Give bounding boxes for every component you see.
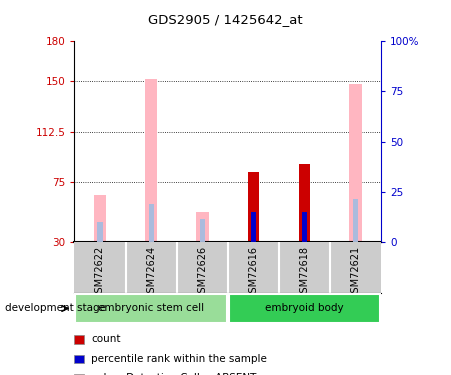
Text: development stage: development stage xyxy=(5,303,106,313)
Bar xyxy=(75,294,227,323)
Bar xyxy=(148,204,154,242)
Bar xyxy=(229,294,380,323)
Bar xyxy=(349,84,362,242)
Text: GDS2905 / 1425642_at: GDS2905 / 1425642_at xyxy=(148,13,303,26)
Text: embryoid body: embryoid body xyxy=(265,303,344,313)
Text: percentile rank within the sample: percentile rank within the sample xyxy=(91,354,267,364)
Bar xyxy=(97,222,102,242)
Bar xyxy=(196,213,208,242)
Text: GSM72624: GSM72624 xyxy=(146,246,156,299)
Bar xyxy=(200,219,205,242)
Text: GSM72618: GSM72618 xyxy=(299,246,309,299)
Bar xyxy=(248,172,259,242)
Text: GSM72621: GSM72621 xyxy=(350,246,360,299)
Bar xyxy=(251,213,256,242)
Text: GSM72622: GSM72622 xyxy=(95,246,105,299)
Text: count: count xyxy=(91,334,120,344)
Text: GSM72616: GSM72616 xyxy=(249,246,258,299)
Text: value, Detection Call = ABSENT: value, Detection Call = ABSENT xyxy=(91,374,257,375)
Text: GSM72626: GSM72626 xyxy=(197,246,207,299)
Text: embryonic stem cell: embryonic stem cell xyxy=(98,303,204,313)
Bar xyxy=(145,79,157,242)
Bar xyxy=(353,199,358,242)
Bar xyxy=(94,195,106,242)
Bar xyxy=(302,213,307,242)
Bar xyxy=(299,164,310,242)
